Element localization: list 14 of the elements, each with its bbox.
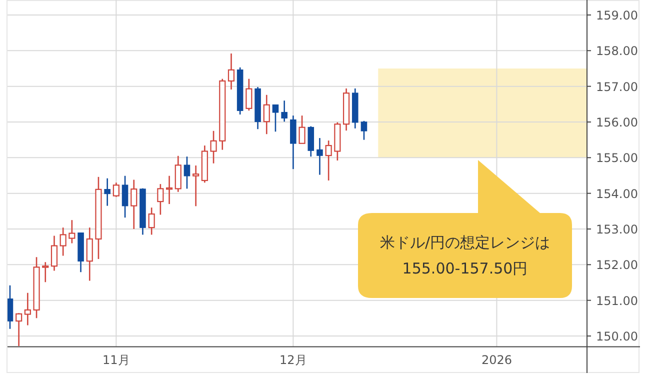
annotation: 米ドル/円の想定レンジは 155.00-157.50円 bbox=[380, 234, 550, 278]
y-tick-label: 157.00 bbox=[596, 80, 638, 94]
y-tick-label: 154.00 bbox=[596, 186, 638, 201]
y-tick-label: 151.00 bbox=[596, 294, 638, 308]
y-tick-label: 155.00 bbox=[596, 151, 638, 166]
x-tick-label: 2026 bbox=[481, 353, 512, 367]
x-tick-label: 12月 bbox=[280, 353, 307, 367]
y-tick-label: 159.00 bbox=[596, 8, 638, 22]
x-tick-label: 11月 bbox=[102, 353, 130, 367]
y-tick-label: 158.00 bbox=[596, 44, 638, 58]
y-tick-label: 152.00 bbox=[596, 258, 638, 272]
y-tick-label: 153.00 bbox=[596, 222, 638, 236]
y-tick-label: 150.00 bbox=[596, 330, 638, 344]
y-tick-label: 156.00 bbox=[596, 115, 638, 130]
